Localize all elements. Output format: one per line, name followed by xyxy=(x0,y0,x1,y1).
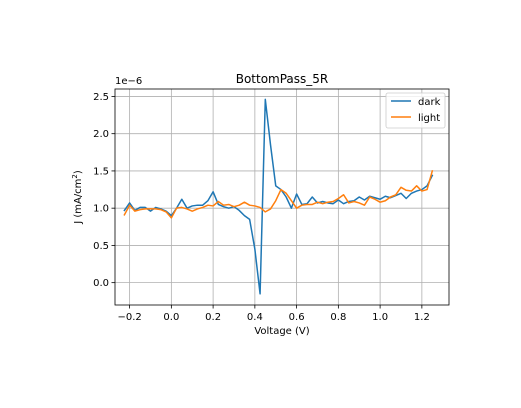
y-axis-label: J (mA/cm2) xyxy=(71,170,84,225)
series-layer xyxy=(123,98,434,295)
x-tick-label: −0.2 xyxy=(117,312,141,323)
x-axis-label: Voltage (V) xyxy=(254,326,309,337)
y-axis: 0.0 0.5 1.0 1.5 2.0 2.5 xyxy=(93,92,115,289)
x-tick-label: 0.0 xyxy=(163,312,179,323)
x-tick-label: 0.8 xyxy=(330,312,346,323)
x-tick-label: 0.6 xyxy=(289,312,305,323)
y-axis-label-close: ) xyxy=(73,170,84,174)
y-tick-label: 2.0 xyxy=(93,129,109,140)
y-axis-label-superscript: 2 xyxy=(71,174,79,178)
x-tick-label: 0.2 xyxy=(205,312,221,323)
y-tick-label: 0.5 xyxy=(93,241,109,252)
y-tick-label: 1.5 xyxy=(93,166,109,177)
y-tick-label: 2.5 xyxy=(93,92,109,103)
x-tick-label: 1.2 xyxy=(414,312,430,323)
chart-title: BottomPass_5R xyxy=(236,72,329,86)
y-tick-label: 0.0 xyxy=(93,278,109,289)
y-axis-label-main: J (mA/cm xyxy=(73,179,84,225)
grid xyxy=(115,89,449,305)
legend-label-dark: dark xyxy=(418,97,441,108)
y-tick-label: 1.0 xyxy=(93,204,109,215)
series-line-light xyxy=(123,170,434,219)
y-axis-offset-text: 1e−6 xyxy=(115,76,142,87)
x-tick-label: 0.4 xyxy=(247,312,263,323)
legend-label-light: light xyxy=(418,113,440,124)
x-tick-label: 1.0 xyxy=(372,312,388,323)
legend: dark light xyxy=(385,92,446,129)
axes-frame xyxy=(114,88,450,306)
x-axis: −0.2 0.0 0.2 0.4 0.6 0.8 1.0 1.2 xyxy=(117,305,430,323)
